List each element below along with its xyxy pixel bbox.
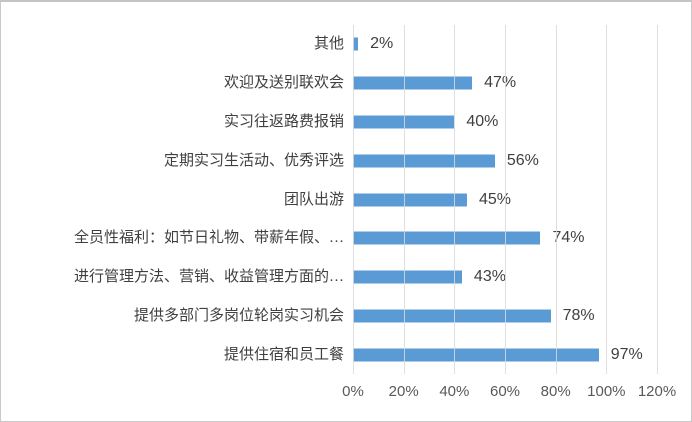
category-label: 全员性福利：如节日礼物、带薪年假、… [73, 230, 344, 247]
bar-track: 2% [353, 25, 657, 64]
bar [353, 115, 455, 129]
bar-row: 团队出游 45% [1, 180, 657, 219]
category-label: 团队出游 [283, 191, 344, 208]
category-label: 其他 [313, 36, 344, 53]
x-axis-tick-label: 20% [388, 383, 419, 400]
value-label: 56% [506, 151, 539, 169]
x-axis-tick-label: 100% [587, 383, 626, 400]
bar-track: 56% [353, 141, 657, 180]
x-axis-tick-label: 0% [342, 383, 364, 400]
x-axis-tick-label: 40% [439, 383, 470, 400]
x-axis-tick-label: 120% [637, 383, 677, 400]
bar-track: 45% [353, 180, 657, 219]
bar [353, 76, 473, 90]
bar [353, 309, 551, 323]
category-label: 提供住宿和员工餐 [223, 346, 344, 363]
bar [353, 193, 467, 207]
bar [353, 348, 599, 362]
x-axis-tick-label: 80% [540, 383, 571, 400]
bar-track: 97% [353, 335, 657, 374]
value-label: 78% [562, 306, 595, 324]
x-axis: 0% 20% 40% 60% 80% 100% 120% [342, 383, 676, 405]
category-label: 提供多部门多岗位轮岗实习机会 [133, 307, 344, 324]
gridline [657, 25, 658, 374]
category-label: 实习往返路费报销 [223, 113, 344, 130]
bar-track: 40% [353, 103, 657, 142]
bar-row: 定期实习生活动、优秀评选 56% [1, 141, 657, 180]
bar-row: 全员性福利：如节日礼物、带薪年假、… 74% [1, 219, 657, 258]
bar-track: 47% [353, 64, 657, 103]
category-label: 欢迎及送别联欢会 [223, 75, 344, 92]
value-label: 40% [466, 112, 499, 130]
value-label: 45% [479, 190, 512, 208]
bar-row: 欢迎及送别联欢会 47% [1, 64, 657, 103]
category-label: 定期实习生活动、优秀评选 [163, 152, 344, 169]
plot-rows: 其他 2% 欢迎及送别联欢会 47% 实习往返路费报销 40% 定期实习生活动、优秀评选 56… [1, 25, 657, 374]
bar-row: 进行管理方法、营销、收益管理方面的… 43% [1, 258, 657, 297]
bar-row: 提供住宿和员工餐 97% [1, 335, 657, 374]
bar-row: 实习往返路费报销 40% [1, 103, 657, 142]
value-label: 43% [473, 268, 506, 286]
bar [353, 231, 541, 245]
bar-row: 其他 2% [1, 25, 657, 64]
value-label: 2% [370, 35, 394, 53]
category-label: 进行管理方法、营销、收益管理方面的… [73, 269, 344, 286]
bar [353, 270, 462, 284]
x-axis-tick-label: 60% [489, 383, 521, 400]
bar [353, 154, 495, 168]
bar [353, 37, 359, 51]
bar-row: 提供多部门多岗位轮岗实习机会 78% [1, 296, 657, 335]
value-label: 74% [552, 229, 585, 247]
bar-track: 74% [353, 219, 657, 258]
value-label: 47% [484, 74, 517, 92]
value-label: 97% [610, 345, 643, 363]
bar-track: 78% [353, 296, 657, 335]
bar-track: 43% [353, 258, 657, 297]
